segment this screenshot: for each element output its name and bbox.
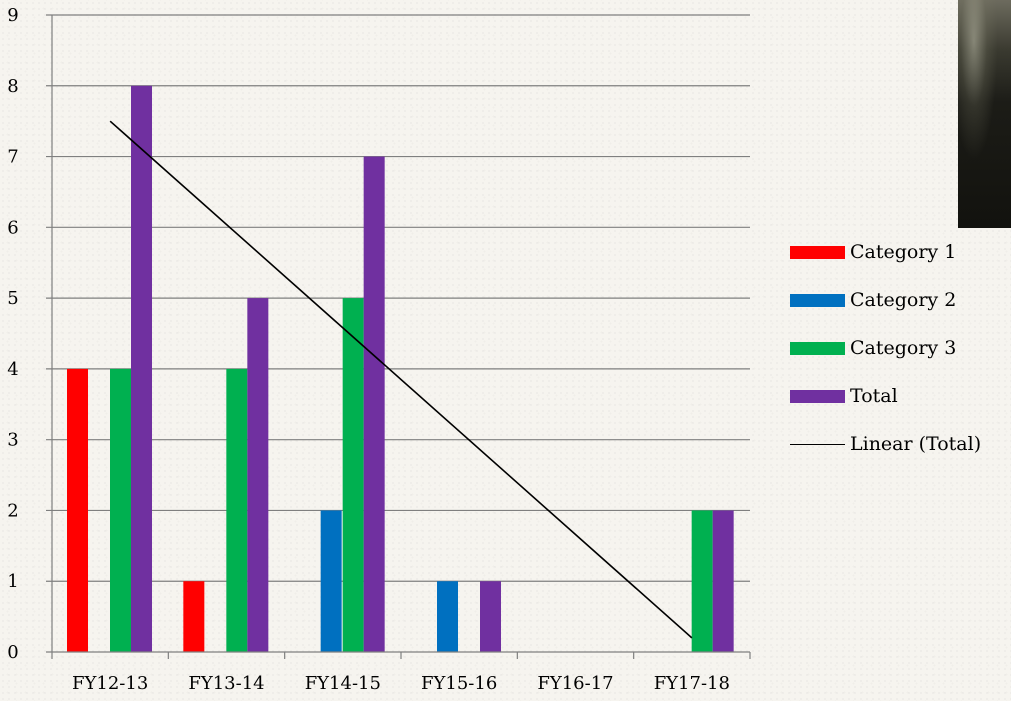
bar-category-2-fy14-15 — [320, 510, 342, 652]
bar-total-fy15-16 — [480, 581, 501, 652]
y-tick-label: 5 — [7, 288, 18, 309]
y-tick-label: 9 — [7, 5, 18, 26]
legend-item-category-3: Category 3 — [790, 336, 1011, 360]
tick-labels: 0 1 2 3 4 5 6 7 8 9 FY12-13 FY13-14 FY14-15 FY15-16 FY… — [7, 5, 730, 694]
legend-label: Category 2 — [850, 289, 957, 311]
bar-category-3-fy17-18 — [691, 510, 713, 652]
legend-label: Category 3 — [850, 337, 957, 359]
legend-swatch-total — [790, 390, 845, 403]
x-tick-label: FY17-18 — [654, 673, 730, 694]
trendline-linear-total — [109, 120, 693, 639]
y-tick-label: 6 — [7, 217, 18, 238]
bar-category-1-fy12-13 — [67, 368, 88, 652]
legend-swatch-category-3 — [790, 342, 845, 355]
legend-item-total: Total — [790, 384, 1011, 408]
bars — [67, 85, 734, 653]
x-tick-label: FY16-17 — [537, 673, 613, 694]
bar-total-fy12-13 — [131, 85, 152, 653]
legend-item-category-1: Category 1 — [790, 240, 1011, 264]
bar-category-3-fy12-13 — [110, 368, 131, 652]
y-tick-label: 7 — [7, 147, 18, 168]
night-road-photo — [958, 0, 1011, 228]
trendline — [109, 120, 693, 639]
bar-total-fy17-18 — [712, 510, 734, 652]
y-tick-label: 1 — [7, 571, 18, 592]
legend-item-category-2: Category 2 — [790, 288, 1011, 312]
y-tick-label: 3 — [7, 430, 18, 451]
bar-category-2-fy15-16 — [437, 581, 458, 652]
bar-category-3-fy14-15 — [342, 298, 364, 652]
legend-swatch-category-1 — [790, 246, 845, 259]
y-tick-label: 8 — [7, 76, 18, 97]
bar-total-fy14-15 — [363, 156, 385, 653]
legend-item-linear-total: Linear (Total) — [790, 432, 1011, 456]
gridlines — [46, 14, 750, 582]
legend-label: Category 1 — [850, 241, 957, 263]
legend-label: Total — [850, 385, 898, 407]
bar-total-fy13-14 — [247, 298, 269, 652]
y-tick-label: 4 — [7, 359, 18, 380]
y-tick-label: 0 — [7, 642, 18, 663]
axes — [46, 15, 751, 659]
legend-line-linear-total — [790, 444, 845, 445]
bar-category-1-fy13-14 — [183, 581, 205, 652]
bar-category-3-fy13-14 — [226, 368, 248, 652]
legend-label: Linear (Total) — [850, 433, 982, 455]
y-tick-label: 2 — [7, 500, 18, 521]
x-tick-label: FY14-15 — [305, 673, 381, 694]
x-tick-label: FY12-13 — [72, 673, 148, 694]
legend-swatch-category-2 — [790, 294, 845, 307]
x-tick-label: FY13-14 — [188, 673, 264, 694]
x-tick-label: FY15-16 — [421, 673, 497, 694]
